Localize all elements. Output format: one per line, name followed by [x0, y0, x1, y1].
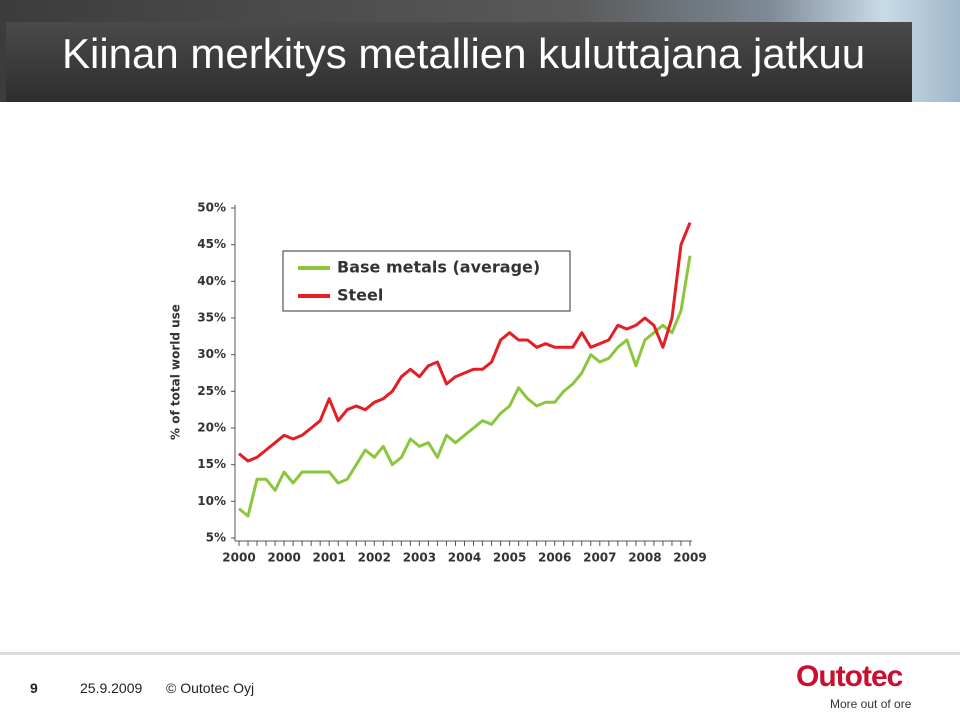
legend-box [282, 250, 571, 312]
y-tick-label: 20% [197, 421, 226, 435]
banner-panel [6, 22, 912, 102]
y-axis-label: % of total world use [169, 304, 183, 440]
series-line [238, 222, 692, 463]
y-tick-label: 45% [197, 237, 226, 251]
date: 25.9.2009 [80, 680, 143, 696]
y-tick-label: 30% [197, 347, 226, 361]
legend-label: Steel [337, 286, 383, 305]
x-tick-label: 2008 [628, 551, 661, 565]
x-tick-label: 2001 [312, 551, 345, 565]
legend-label: Base metals (average) [337, 258, 540, 277]
page-number: 9 [30, 680, 38, 696]
footer-divider [0, 652, 960, 655]
slogan: More out of ore [830, 697, 912, 711]
y-tick-label: 50% [197, 201, 226, 215]
logo: Outotec [796, 660, 903, 693]
y-tick-label: 35% [197, 311, 226, 325]
x-tick-label: 2002 [358, 551, 391, 565]
y-tick-label: 40% [197, 274, 226, 288]
copyright: © Outotec Oyj [166, 680, 255, 696]
x-tick-label: 2006 [538, 551, 571, 565]
y-tick-label: 15% [197, 457, 226, 471]
x-tick-label: 2000 [222, 551, 255, 565]
y-tick-label: 5% [206, 531, 226, 545]
x-tick-label: 2007 [583, 551, 616, 565]
x-tick-label: 2005 [493, 551, 526, 565]
x-tick-label: 2009 [673, 551, 706, 565]
banner [0, 0, 960, 102]
x-tick-label: 2004 [448, 551, 481, 565]
x-tick-label: 2000 [267, 551, 300, 565]
y-tick-label: 25% [197, 384, 226, 398]
y-tick-label: 10% [197, 494, 226, 508]
slide-title: Kiinan merkitys metallien kuluttajana ja… [62, 30, 866, 77]
x-tick-label: 2003 [403, 551, 436, 565]
series-line [238, 255, 692, 518]
